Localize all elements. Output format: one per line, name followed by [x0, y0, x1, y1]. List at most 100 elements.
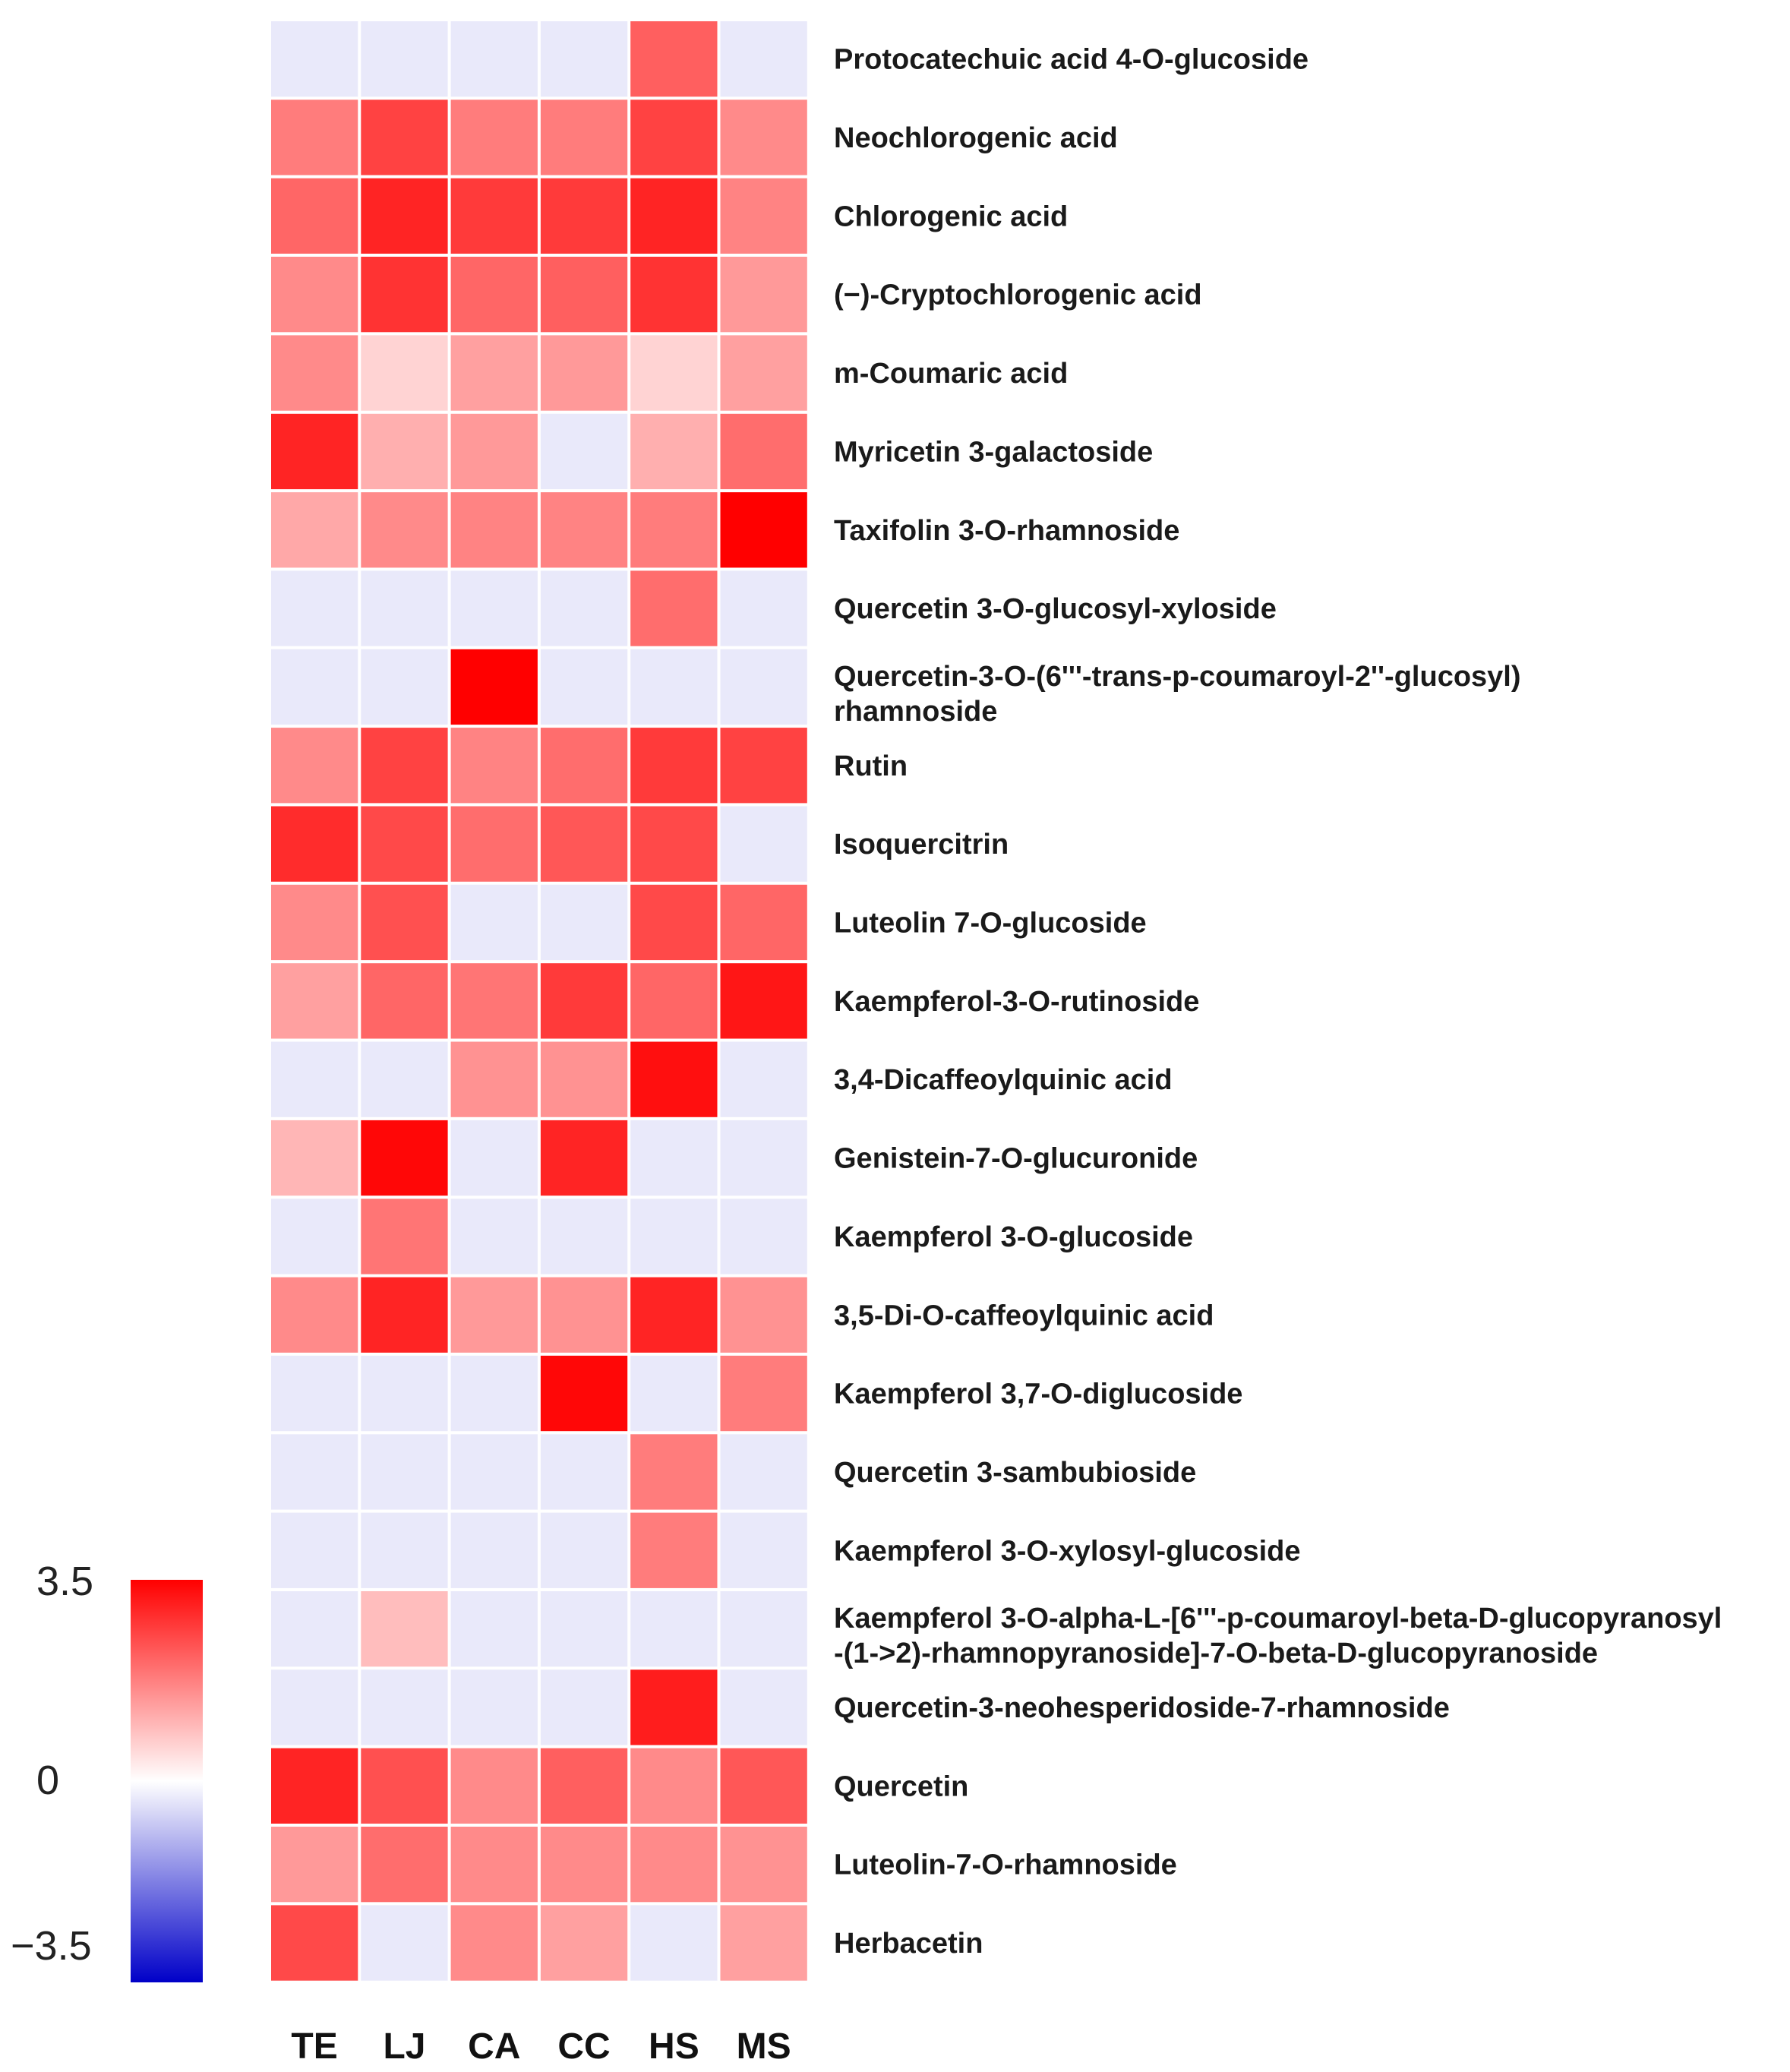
heatmap-cell: [540, 1512, 628, 1588]
row-label: Kaempferol 3-O-glucoside: [834, 1221, 1193, 1253]
heatmap-cell: [271, 728, 358, 804]
heatmap-cell: [361, 99, 448, 175]
heatmap-cell: [271, 99, 358, 175]
heatmap-cell: [361, 1041, 448, 1117]
heatmap-cell: [271, 884, 358, 961]
heatmap-cell: [630, 1199, 718, 1274]
heatmap-cell: [720, 413, 807, 490]
row-label: Quercetin 3-sambubioside: [834, 1457, 1196, 1489]
row-label: Genistein-7-O-glucuronide: [834, 1143, 1198, 1175]
heatmap-cell: [271, 1355, 358, 1432]
heatmap-cell: [630, 1041, 718, 1117]
heatmap-cell: [720, 963, 807, 1039]
heatmap-cell: [361, 335, 448, 411]
heatmap-cell: [540, 649, 628, 725]
row-label: Neochlorogenic acid: [834, 122, 1118, 154]
heatmap-cell: [540, 99, 628, 175]
heatmap-cell: [271, 1041, 358, 1117]
heatmap-cell: [361, 570, 448, 646]
row-label: Quercetin 3-O-glucosyl-xyloside: [834, 593, 1277, 625]
heatmap-cell: [540, 178, 628, 254]
heatmap-cell: [630, 1512, 718, 1588]
heatmap-cell: [540, 806, 628, 882]
heatmap-cell: [540, 1434, 628, 1510]
colorbar-max-label: 3.5: [36, 1559, 93, 1604]
heatmap-cell: [720, 1748, 807, 1824]
row-label: Myricetin 3-galactoside: [834, 436, 1153, 468]
heatmap-cell: [361, 1355, 448, 1432]
heatmap-cell: [630, 21, 718, 97]
heatmap-cell: [271, 1591, 358, 1667]
heatmap-cell: [630, 413, 718, 490]
heatmap-cell: [540, 257, 628, 333]
heatmap-cell: [271, 413, 358, 490]
row-label: Kaempferol 3-O-xylosyl-glucoside: [834, 1535, 1301, 1567]
heatmap-cell: [720, 178, 807, 254]
heatmap-cell: [540, 1120, 628, 1196]
heatmap-cell: [361, 728, 448, 804]
heatmap-cell: [450, 1355, 538, 1432]
heatmap-cell: [361, 963, 448, 1039]
heatmap-cell: [630, 335, 718, 411]
heatmap-cell: [720, 806, 807, 882]
row-label: Luteolin 7-O-glucoside: [834, 908, 1147, 940]
row-labels: Protocatechuic acid 4-O-glucoside Neochlo…: [834, 44, 1722, 1960]
row-label: Quercetin-3-O-(6'''-trans-p-coumaroyl-2'…: [834, 661, 1521, 693]
heatmap-cell: [720, 21, 807, 97]
heatmap-cell: [540, 1905, 628, 1981]
heatmap-cell: [720, 570, 807, 646]
heatmap-cell: [271, 1199, 358, 1274]
heatmap-cell: [630, 806, 718, 882]
heatmap-cell: [361, 1591, 448, 1667]
heatmap-cell: [540, 1277, 628, 1353]
heatmap-cell: [540, 1669, 628, 1745]
heatmap-cell: [540, 1355, 628, 1432]
heatmap-cell: [271, 492, 358, 568]
heatmap-cell: [271, 1512, 358, 1588]
heatmap-cell: [271, 1748, 358, 1824]
heatmap-cell: [450, 413, 538, 490]
heatmap-cell: [630, 99, 718, 175]
heatmap-cell: [450, 1512, 538, 1588]
heatmap-cell: [271, 335, 358, 411]
heatmap-cell: [361, 492, 448, 568]
heatmap-cell: [540, 728, 628, 804]
heatmap-cell: [271, 1669, 358, 1745]
heatmap-cell: [450, 806, 538, 882]
heatmap-cell: [450, 178, 538, 254]
heatmap-cell: [630, 1669, 718, 1745]
heatmap-cell: [361, 1277, 448, 1353]
heatmap-cell: [540, 884, 628, 961]
heatmap-cell: [540, 1041, 628, 1117]
heatmap-cell: [630, 1591, 718, 1667]
heatmap-cell: [361, 1199, 448, 1274]
heatmap-cell: [720, 335, 807, 411]
heatmap-cell: [271, 1120, 358, 1196]
heatmap-cell: [720, 1905, 807, 1981]
heatmap-cell: [540, 1827, 628, 1903]
row-label: Taxifolin 3-O-rhamnoside: [834, 515, 1179, 547]
heatmap-cell: [450, 570, 538, 646]
column-label: TE: [291, 2026, 337, 2067]
heatmap-cell: [450, 1277, 538, 1353]
heatmap-cell: [720, 1827, 807, 1903]
heatmap-cell: [720, 1041, 807, 1117]
heatmap-cells: [271, 21, 807, 1981]
heatmap-cell: [450, 99, 538, 175]
heatmap-cell: [720, 1277, 807, 1353]
heatmap-cell: [450, 649, 538, 725]
heatmap-cell: [630, 1748, 718, 1824]
heatmap-cell: [271, 1277, 358, 1353]
heatmap-cell: [540, 413, 628, 490]
heatmap-cell: [450, 1591, 538, 1667]
heatmap-cell: [450, 728, 538, 804]
heatmap-cell: [450, 335, 538, 411]
heatmap-cell: [450, 884, 538, 961]
heatmap-cell: [720, 99, 807, 175]
heatmap-cell: [540, 570, 628, 646]
heatmap-cell: [271, 649, 358, 725]
row-label: Isoquercitrin: [834, 829, 1009, 861]
heatmap-cell: [630, 728, 718, 804]
heatmap-cell: [361, 1748, 448, 1824]
